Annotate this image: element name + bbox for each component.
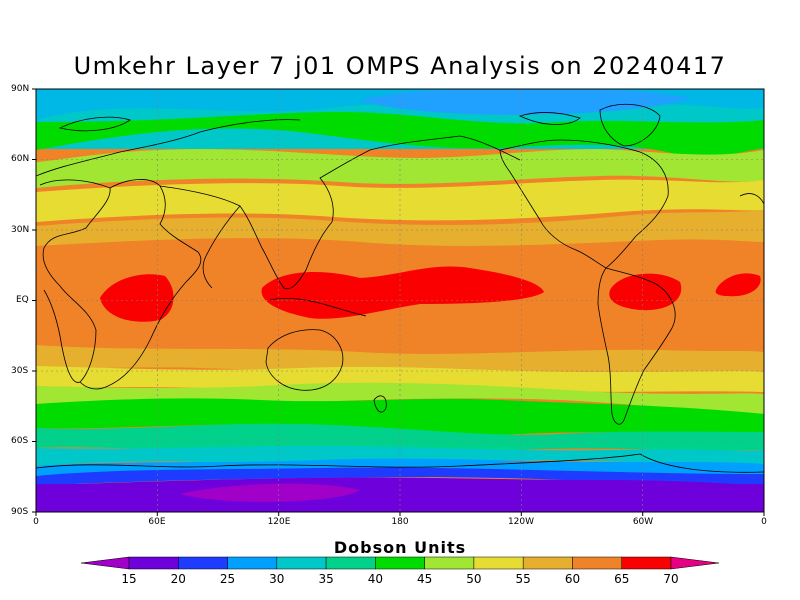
colorbar-swatch [522, 556, 573, 570]
lon-label: 120W [507, 517, 535, 527]
colorbar-label: 20 [170, 572, 186, 586]
colorbar-label: 15 [121, 572, 137, 586]
colorbar-swatch [227, 556, 278, 570]
colorbar-swatch [621, 556, 672, 570]
lat-label: 60N [11, 154, 30, 164]
axis-ticks [32, 88, 765, 516]
lon-label: 180 [391, 517, 409, 527]
lat-label: 90N [11, 84, 30, 94]
colorbar [80, 556, 720, 570]
colorbar-swatch [572, 556, 622, 570]
colorbar-max-triangle [670, 556, 720, 570]
colorbar-label: 70 [663, 572, 679, 586]
map-title: Umkehr Layer 7 j01 OMPS Analysis on 2024… [73, 52, 727, 80]
colorbar-min-triangle [80, 556, 130, 570]
gridlines [36, 89, 764, 512]
lat-label: 60S [11, 436, 29, 446]
lat-label: 30S [11, 366, 29, 376]
colorbar-label: 40 [367, 572, 383, 586]
colorbar-label: 60 [564, 572, 581, 586]
colorbar-label: 50 [466, 572, 482, 586]
colorbar-swatch [276, 556, 327, 570]
lon-label: 0 [33, 517, 39, 527]
coastlines [36, 104, 764, 473]
colorbar-label: 25 [219, 572, 236, 586]
colorbar-swatch [128, 556, 179, 570]
colorbar-label: 65 [614, 572, 630, 586]
colorbar-swatch [325, 556, 376, 570]
colorbar-swatch [375, 556, 425, 570]
colorbar-label: 30 [269, 572, 285, 586]
colorbar-title: Dobson Units [333, 538, 467, 557]
colorbar-label: 45 [416, 572, 433, 586]
lat-label: EQ [16, 295, 29, 305]
colorbar-swatch [473, 556, 524, 570]
colorbar-label: 35 [318, 572, 334, 586]
lat-label: 30N [11, 225, 30, 235]
lon-label: 60W [632, 517, 654, 527]
ozone-bands [36, 89, 764, 512]
lon-label: 120E [267, 517, 291, 527]
colorbar-label: 55 [515, 572, 531, 586]
lon-label: 0 [761, 517, 767, 527]
lon-label: 60E [148, 517, 166, 527]
lat-label: 90S [11, 507, 29, 517]
colorbar-swatch [424, 556, 475, 570]
colorbar-swatch [178, 556, 228, 570]
